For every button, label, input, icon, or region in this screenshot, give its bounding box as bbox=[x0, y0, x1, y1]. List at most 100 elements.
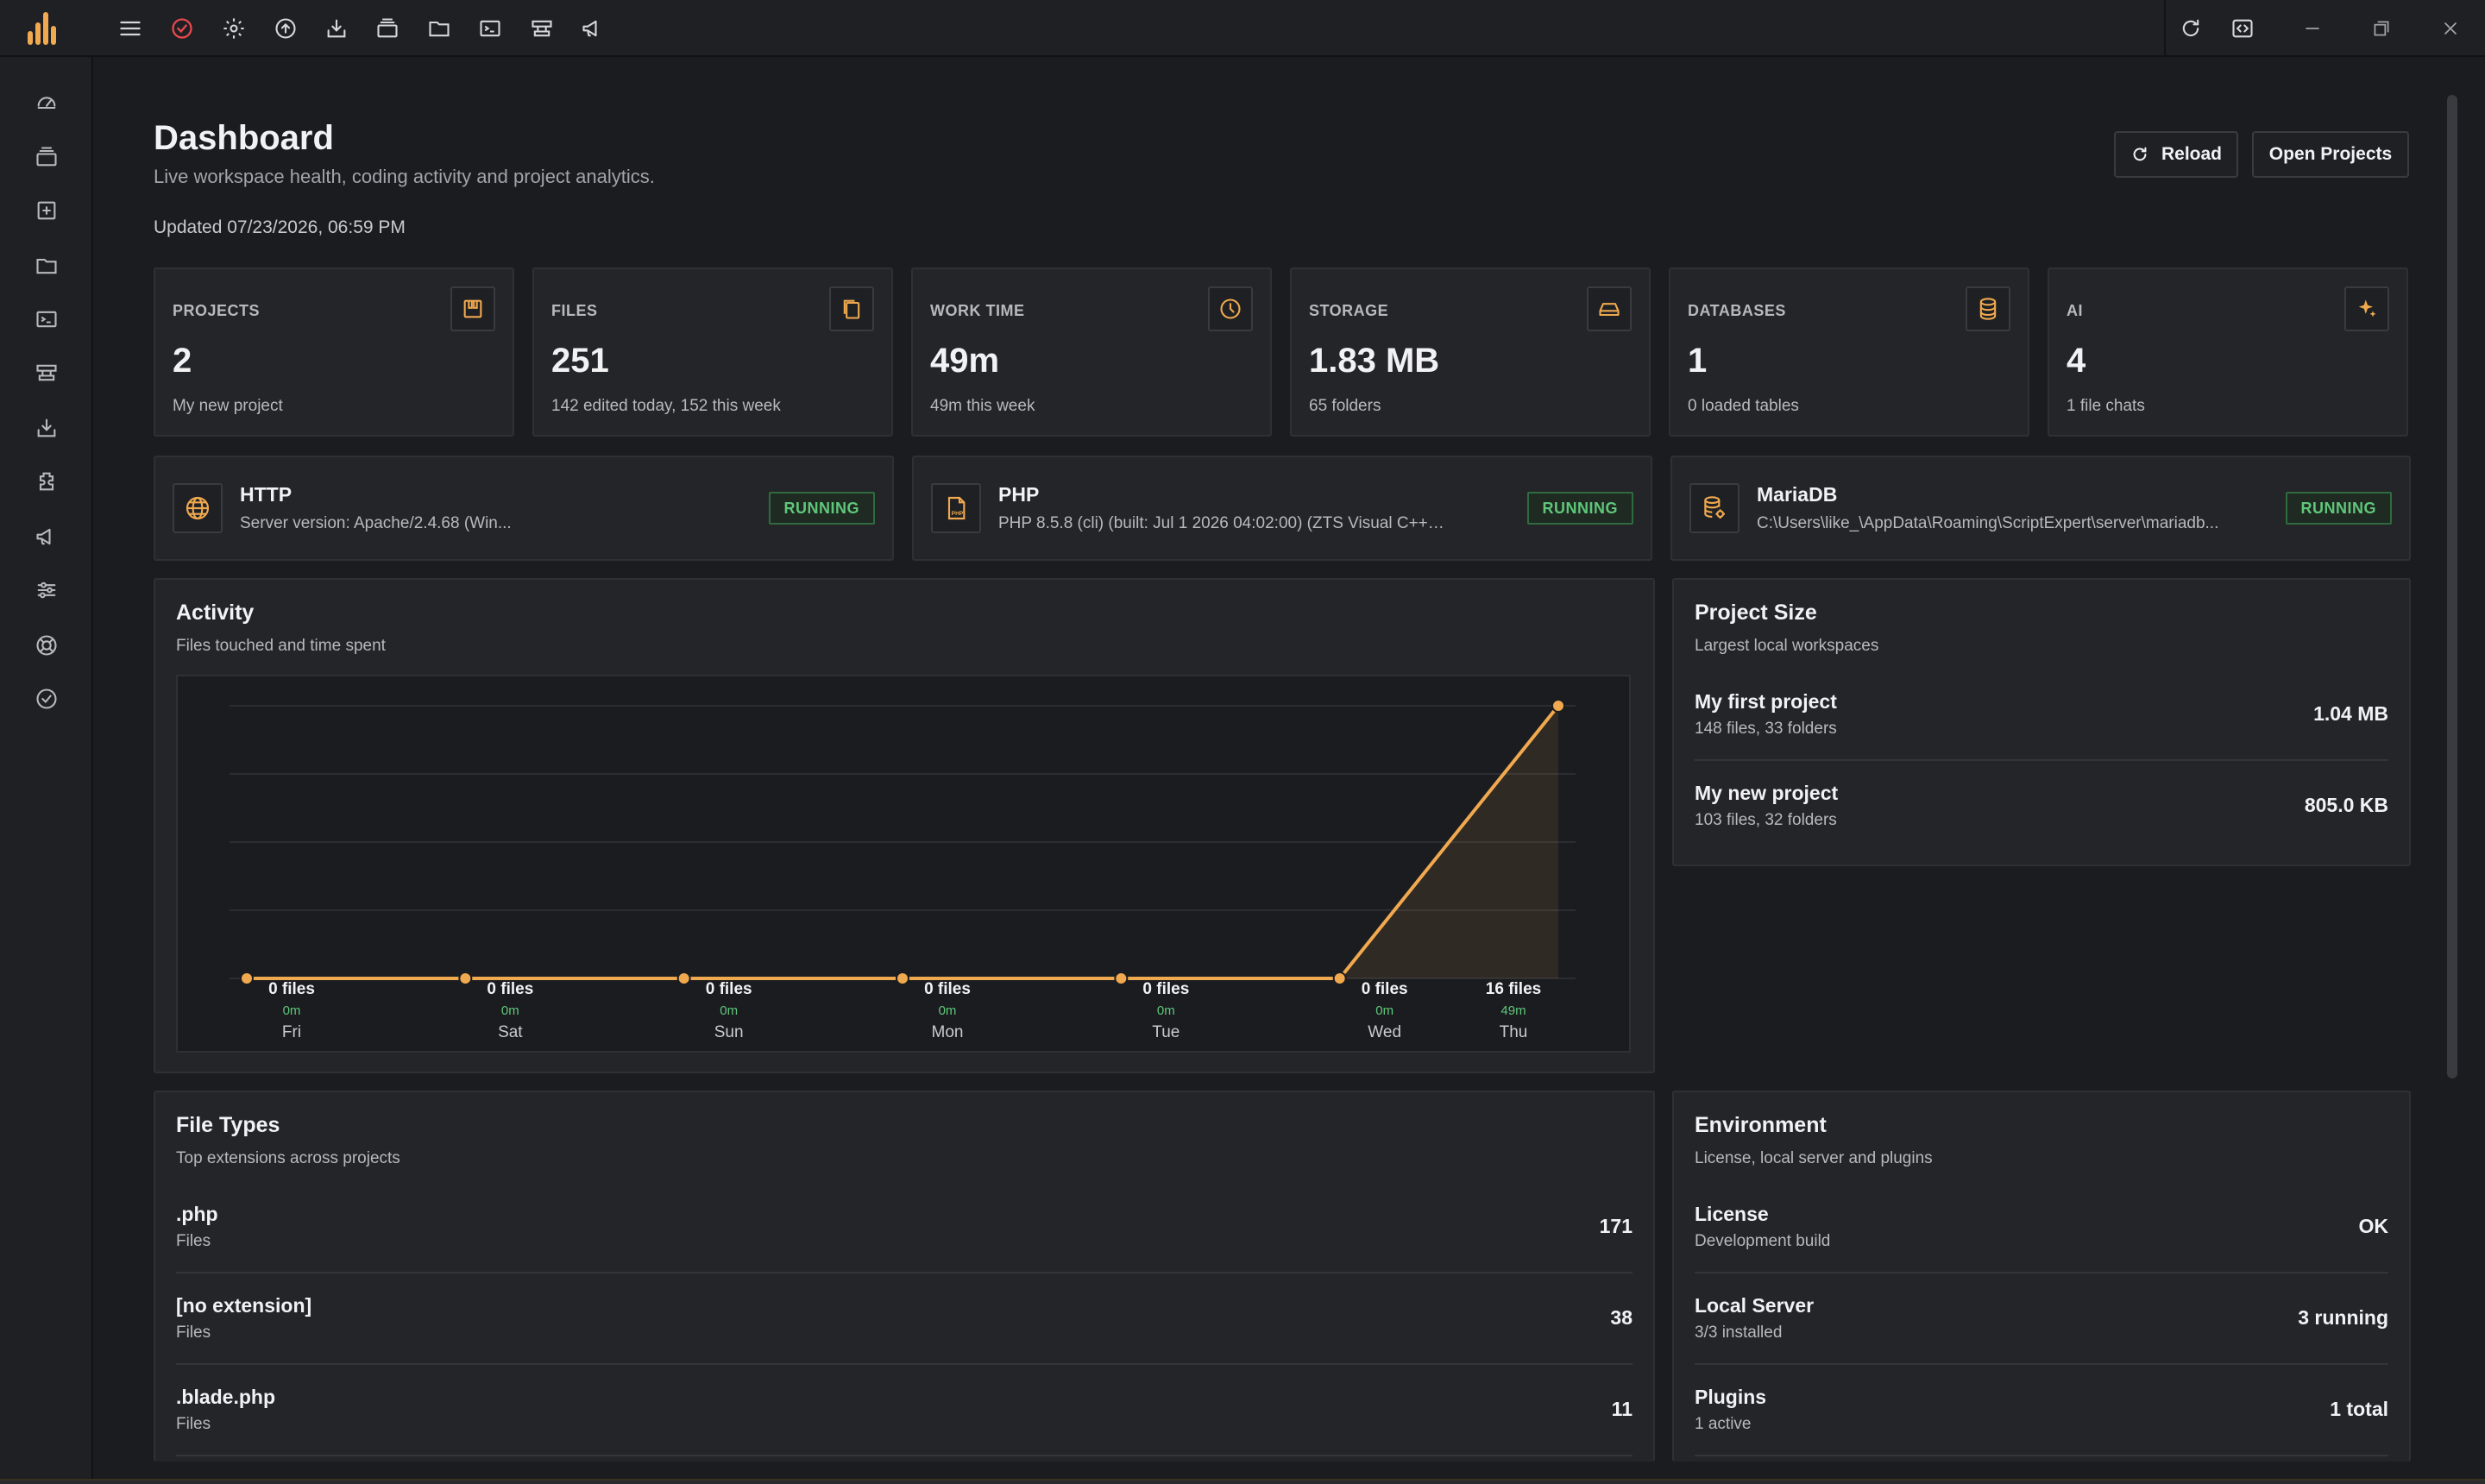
data-label: 16 files bbox=[1486, 980, 1541, 998]
project-name: My new project bbox=[1695, 782, 1839, 804]
upload-icon[interactable] bbox=[271, 14, 300, 43]
projects-icon[interactable] bbox=[29, 140, 64, 174]
check-circle-icon[interactable] bbox=[29, 682, 64, 716]
data-label: 0 files bbox=[1142, 980, 1189, 998]
x-tick-label: Tue bbox=[1152, 1023, 1180, 1041]
install-icon[interactable] bbox=[29, 411, 64, 445]
projects-icon[interactable] bbox=[373, 14, 402, 43]
list-item[interactable]: .php Files 171 bbox=[176, 1187, 1633, 1273]
service-name: PHP bbox=[998, 483, 1040, 506]
reload-button[interactable]: Reload bbox=[2114, 131, 2238, 178]
megaphone-icon[interactable] bbox=[29, 519, 64, 554]
file-type-name: .blade.php bbox=[176, 1386, 275, 1408]
gear-icon[interactable] bbox=[219, 14, 248, 43]
files-icon bbox=[829, 286, 874, 331]
list-item[interactable]: My new project 103 files, 32 folders 805… bbox=[1695, 766, 2388, 852]
list-item[interactable]: .blade.php Files 11 bbox=[176, 1370, 1633, 1456]
folder-icon[interactable] bbox=[29, 248, 64, 283]
service-card-mariadb[interactable]: MariaDB C:\Users\like_\AppData\Roaming\S… bbox=[1670, 456, 2411, 561]
stat-value: 49m bbox=[930, 342, 1000, 380]
data-label: 0 files bbox=[1362, 980, 1408, 998]
server-icon[interactable] bbox=[527, 14, 557, 43]
menu-icon[interactable] bbox=[116, 14, 145, 43]
clock-icon bbox=[1208, 286, 1253, 331]
data-label: 0 files bbox=[706, 980, 752, 998]
download-icon[interactable] bbox=[322, 14, 351, 43]
environment-item-name: License bbox=[1695, 1203, 1769, 1225]
file-type-sub: Files bbox=[176, 1415, 211, 1433]
data-label: 0 files bbox=[268, 980, 315, 998]
project-name: My first project bbox=[1695, 690, 1837, 713]
stat-label: WORK TIME bbox=[930, 302, 1025, 319]
folder-icon[interactable] bbox=[425, 14, 454, 43]
terminal-icon[interactable] bbox=[475, 14, 505, 43]
database-icon bbox=[1966, 286, 2010, 331]
stat-value: 251 bbox=[551, 342, 609, 380]
open-projects-button[interactable]: Open Projects bbox=[2252, 131, 2409, 178]
minimize-icon[interactable] bbox=[2295, 12, 2330, 45]
status-badge: RUNNING bbox=[768, 492, 875, 525]
server-icon[interactable] bbox=[29, 355, 64, 390]
stat-card-ai[interactable]: AI 4 1 file chats bbox=[2048, 267, 2408, 437]
stat-note: 142 edited today, 152 this week bbox=[551, 397, 781, 415]
data-label: 0 files bbox=[924, 980, 971, 998]
stat-value: 1.83 MB bbox=[1309, 342, 1440, 380]
list-item[interactable]: License Development build OK bbox=[1695, 1187, 2388, 1273]
stat-card-work-time[interactable]: WORK TIME 49m 49m this week bbox=[911, 267, 1272, 437]
new-icon[interactable] bbox=[29, 193, 64, 228]
refresh-icon[interactable] bbox=[2176, 14, 2205, 43]
maximize-icon[interactable] bbox=[2364, 12, 2399, 45]
x-tick-label: Sat bbox=[498, 1023, 523, 1041]
data-point[interactable] bbox=[458, 972, 473, 985]
file-type-count: 38 bbox=[1610, 1306, 1633, 1329]
service-card-http[interactable]: HTTP Server version: Apache/2.4.68 (Win.… bbox=[154, 456, 894, 561]
check-circle-icon[interactable] bbox=[167, 14, 197, 43]
sidebar bbox=[0, 57, 93, 1484]
help-icon[interactable] bbox=[29, 628, 64, 663]
stat-card-storage[interactable]: STORAGE 1.83 MB 65 folders bbox=[1290, 267, 1651, 437]
megaphone-icon[interactable] bbox=[578, 14, 607, 43]
app-logo bbox=[28, 12, 62, 45]
scrollbar-thumb[interactable] bbox=[2447, 95, 2457, 1078]
stat-note: 49m this week bbox=[930, 397, 1035, 415]
list-item[interactable]: Local Server 3/3 installed 3 running bbox=[1695, 1279, 2388, 1365]
dashboard-icon[interactable] bbox=[29, 85, 64, 119]
list-item[interactable]: [no extension] Files 38 bbox=[176, 1279, 1633, 1365]
environment-item-value: OK bbox=[2358, 1215, 2389, 1237]
stat-card-files[interactable]: FILES 251 142 edited today, 152 this wee… bbox=[532, 267, 893, 437]
list-item[interactable]: Plugins 1 active 1 total bbox=[1695, 1370, 2388, 1456]
stat-card-projects[interactable]: PROJECTS 2 My new project bbox=[154, 267, 514, 437]
file-type-count: 171 bbox=[1599, 1215, 1633, 1237]
code-icon[interactable] bbox=[2228, 14, 2257, 43]
sliders-icon[interactable] bbox=[29, 573, 64, 607]
panel-title: Project Size bbox=[1695, 601, 1817, 625]
terminal-icon[interactable] bbox=[29, 302, 64, 336]
data-point[interactable] bbox=[896, 972, 909, 985]
time-label: 49m bbox=[1500, 1003, 1526, 1018]
stat-value: 2 bbox=[173, 342, 192, 380]
file-types-panel: File Types Top extensions across project… bbox=[154, 1091, 1655, 1462]
page-title: Dashboard bbox=[154, 119, 334, 157]
environment-panel: Environment License, local server and pl… bbox=[1672, 1091, 2411, 1462]
data-point[interactable] bbox=[1114, 972, 1129, 985]
stat-note: 0 loaded tables bbox=[1688, 397, 1799, 415]
plugin-icon[interactable] bbox=[29, 464, 64, 499]
data-point[interactable] bbox=[676, 972, 691, 985]
projects-icon bbox=[450, 286, 495, 331]
service-card-php[interactable]: PHP PHP PHP 8.5.8 (cli) (built: Jul 1 20… bbox=[912, 456, 1652, 561]
time-label: 0m bbox=[939, 1003, 957, 1018]
data-point[interactable] bbox=[1551, 699, 1565, 713]
stat-card-databases[interactable]: DATABASES 1 0 loaded tables bbox=[1669, 267, 2029, 437]
data-point[interactable] bbox=[240, 972, 254, 985]
drive-icon bbox=[1587, 286, 1632, 331]
panel-title: Activity bbox=[176, 601, 255, 625]
list-item[interactable]: My first project 148 files, 33 folders 1… bbox=[1695, 675, 2388, 761]
stat-label: STORAGE bbox=[1309, 302, 1389, 319]
close-icon[interactable] bbox=[2433, 12, 2468, 45]
project-size-value: 805.0 KB bbox=[2304, 794, 2388, 816]
stat-value: 4 bbox=[2067, 342, 2086, 380]
time-label: 0m bbox=[283, 1003, 301, 1018]
environment-item-value: 3 running bbox=[2298, 1306, 2388, 1329]
data-point[interactable] bbox=[1332, 972, 1347, 985]
file-type-sub: Files bbox=[176, 1324, 211, 1342]
